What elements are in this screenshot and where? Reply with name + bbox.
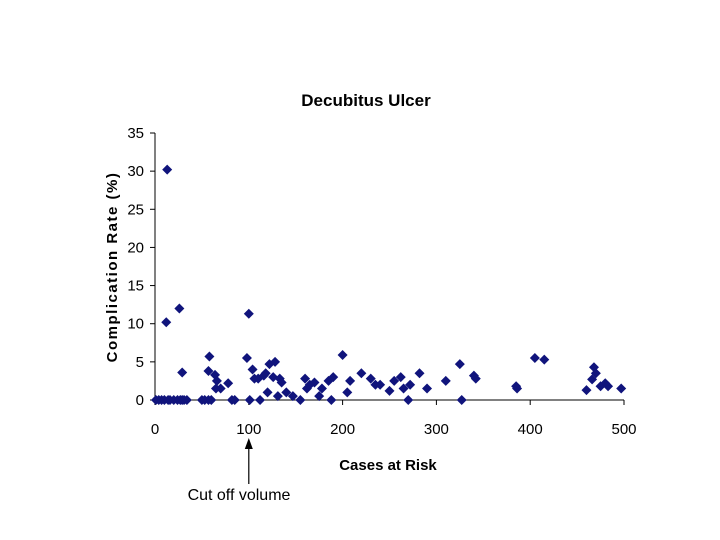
data-point — [162, 164, 173, 175]
y-axis-label: Complication Rate (%) — [104, 172, 121, 363]
data-point — [328, 372, 339, 383]
data-point — [403, 395, 414, 405]
data-point — [454, 359, 465, 370]
data-point — [616, 383, 627, 394]
data-point — [512, 383, 523, 394]
data-point — [581, 385, 592, 396]
data-point — [268, 372, 279, 383]
data-point — [272, 391, 283, 402]
data-point — [384, 385, 395, 396]
data-point — [529, 353, 540, 364]
data-point — [342, 387, 353, 398]
y-tick-label: 30 — [127, 163, 144, 180]
data-point — [590, 368, 601, 379]
data-point — [270, 356, 281, 367]
data-point — [414, 368, 425, 379]
data-point — [345, 375, 356, 386]
data-point — [395, 372, 406, 383]
data-point — [309, 377, 320, 388]
data-point — [300, 373, 311, 384]
data-point — [260, 368, 271, 379]
data-point — [337, 349, 348, 360]
data-point — [255, 395, 266, 405]
chart-title: Decubitus Ulcer — [301, 91, 431, 110]
data-point — [211, 375, 222, 386]
y-tick-label: 10 — [127, 316, 144, 333]
data-point — [398, 383, 409, 394]
data-point — [603, 381, 614, 392]
data-point — [243, 308, 254, 319]
data-point — [244, 395, 255, 405]
data-point — [262, 387, 273, 398]
data-point — [276, 377, 287, 388]
data-point — [422, 383, 433, 394]
data-point — [229, 395, 240, 405]
data-point — [365, 373, 376, 384]
y-tick-label: 15 — [127, 278, 144, 295]
y-tick-label: 25 — [127, 201, 144, 218]
x-axis-ticks: 0 100 200 300 400 500 — [151, 400, 637, 438]
data-point — [405, 379, 416, 390]
y-tick-label: 35 — [127, 125, 144, 142]
x-axis-label: Cases at Risk — [339, 457, 437, 474]
data-point — [210, 383, 221, 394]
data-point — [223, 378, 234, 389]
data-point — [177, 367, 188, 378]
data-point — [316, 383, 327, 394]
cutoff-annotation: Cut off volume — [188, 487, 291, 504]
data-point — [241, 353, 252, 364]
data-point — [204, 351, 215, 362]
data-point — [287, 391, 298, 402]
data-point — [295, 395, 306, 405]
data-point — [281, 387, 292, 398]
data-point — [161, 317, 172, 328]
x-tick-label: 300 — [424, 421, 449, 438]
data-point — [375, 379, 386, 390]
data-point — [456, 395, 467, 405]
data-point — [326, 395, 337, 405]
y-tick-label: 0 — [136, 392, 144, 409]
data-point — [181, 395, 192, 405]
y-tick-label: 5 — [136, 354, 144, 371]
data-point — [440, 375, 451, 386]
x-tick-label: 0 — [151, 421, 159, 438]
data-point — [389, 375, 400, 386]
x-tick-label: 100 — [236, 421, 261, 438]
data-point — [314, 391, 325, 402]
data-point — [174, 303, 185, 314]
data-point — [206, 395, 217, 405]
data-point — [356, 368, 367, 379]
cutoff-arrowhead — [244, 438, 253, 449]
data-point — [203, 366, 214, 377]
x-tick-label: 200 — [330, 421, 355, 438]
data-point — [539, 354, 550, 365]
data-points — [150, 164, 627, 405]
y-axis-ticks: 0 5 10 15 20 25 30 35 — [127, 125, 155, 409]
data-point — [247, 364, 258, 375]
y-tick-label: 20 — [127, 239, 144, 256]
x-tick-label: 500 — [611, 421, 636, 438]
x-tick-label: 400 — [518, 421, 543, 438]
data-point — [470, 373, 481, 384]
